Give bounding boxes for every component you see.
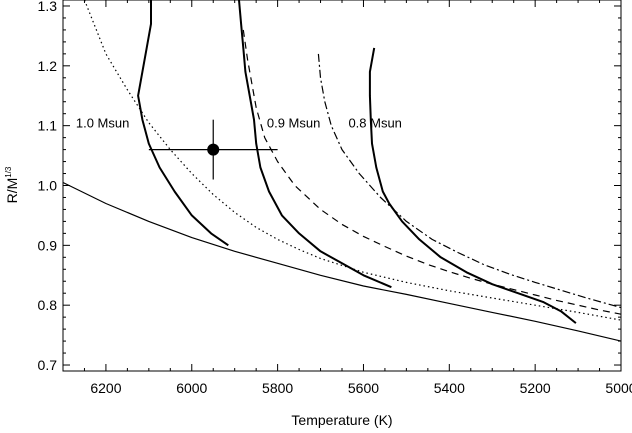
- y-tick-label: 1.2: [38, 58, 58, 74]
- y-tick-label: 1.1: [38, 118, 58, 134]
- y-tick-label: 1.3: [38, 0, 58, 14]
- mass-label-1: 1.0 Msun: [76, 116, 129, 131]
- series-layer: [63, 0, 621, 342]
- y-axis-title: R/M1/3: [4, 166, 20, 203]
- plot-frame: [62, 0, 622, 372]
- datapoint-layer: [148, 119, 278, 180]
- x-tick-label: 6200: [90, 380, 121, 396]
- x-tick-label: 6000: [176, 380, 207, 396]
- y-tick-label: 0.8: [38, 297, 58, 313]
- y-tick-label: 0.7: [38, 357, 58, 373]
- series-line-4: [83, 0, 621, 321]
- x-tick-label: 5800: [262, 380, 293, 396]
- x-tick-label: 5400: [434, 380, 465, 396]
- series-line-5: [242, 29, 621, 315]
- y-axis-title-main: R/M: [4, 178, 20, 204]
- data-point: [207, 143, 220, 156]
- series-line-1: [137, 0, 229, 247]
- y-tick-label: 1.0: [38, 178, 58, 194]
- x-tick-label: 5200: [520, 380, 551, 396]
- series-line-6: [317, 53, 621, 309]
- axis-ticks: [62, 0, 622, 371]
- y-axis-title-sup: 1/3: [4, 166, 13, 178]
- mass-label-3: 0.8 Msun: [348, 116, 401, 131]
- x-axis-title: Temperature (K): [291, 412, 392, 428]
- series-line-2: [238, 0, 392, 289]
- x-tick-label: 5600: [348, 380, 379, 396]
- y-tick-label: 0.9: [38, 237, 58, 253]
- annotation-layer: 1.0 Msun 0.9 Msun 0.8 Msun: [76, 116, 402, 131]
- series-line-3: [368, 47, 577, 324]
- mass-label-2: 0.9 Msun: [267, 116, 320, 131]
- y-tick-labels: 0.7 0.8 0.9 1.0 1.1 1.2 1.3: [38, 0, 58, 373]
- series-line-7: [63, 181, 621, 342]
